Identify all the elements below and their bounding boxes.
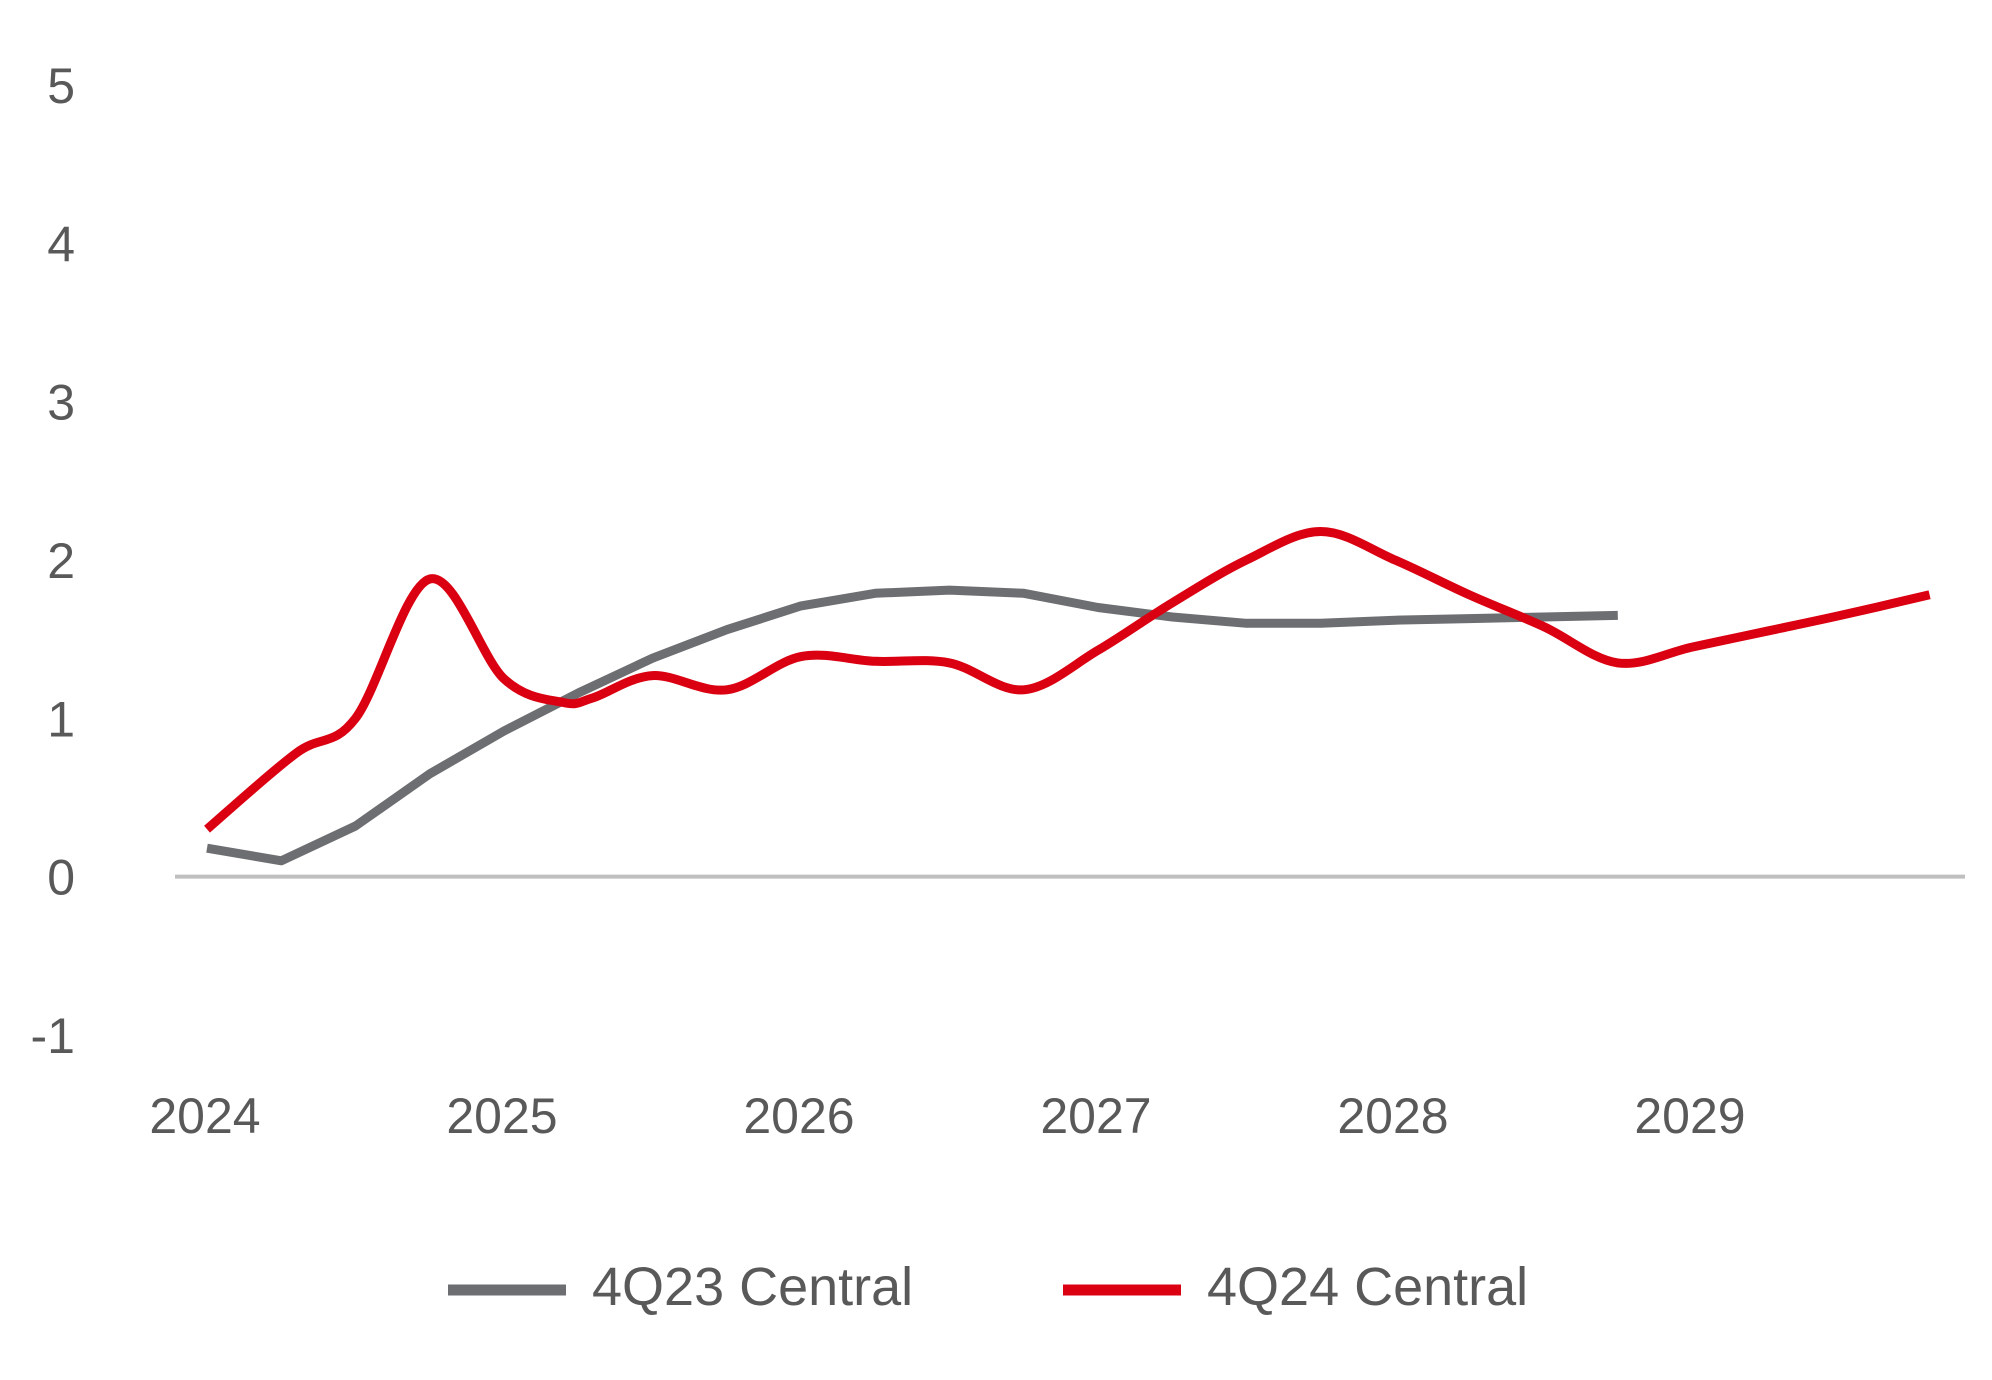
x-tick-label: 2026 <box>743 1088 854 1144</box>
x-tick-label: 2027 <box>1040 1088 1151 1144</box>
y-tick-label: 3 <box>47 375 75 431</box>
x-axis: 2024 2025 2026 2027 2028 2029 <box>149 1088 1745 1144</box>
y-tick-label: 1 <box>47 691 75 747</box>
legend-label: 4Q23 Central <box>592 1257 913 1317</box>
legend-label: 4Q24 Central <box>1207 1257 1528 1317</box>
y-tick-label: 0 <box>47 850 75 906</box>
legend: 4Q23 Central 4Q24 Central <box>448 1257 1528 1317</box>
y-axis: 5 4 3 2 1 0 -1 <box>31 58 75 1064</box>
series-line-4q23-central <box>206 585 1618 866</box>
y-tick-label: 4 <box>47 216 75 272</box>
series-lines <box>204 527 1931 866</box>
x-tick-label: 2028 <box>1337 1088 1448 1144</box>
y-tick-label: 2 <box>47 533 75 589</box>
x-tick-label: 2025 <box>446 1088 557 1144</box>
y-tick-label: 5 <box>47 58 75 114</box>
series-line-4q24-central <box>204 527 1931 833</box>
y-tick-label: -1 <box>31 1008 75 1064</box>
x-tick-label: 2029 <box>1634 1088 1745 1144</box>
x-tick-label: 2024 <box>149 1088 260 1144</box>
